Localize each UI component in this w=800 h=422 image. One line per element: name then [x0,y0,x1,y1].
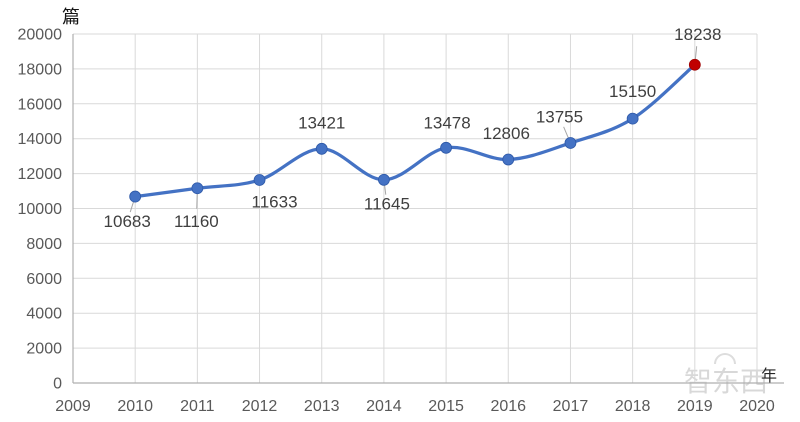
x-tick-label: 2018 [615,398,651,415]
data-point-label: 13755 [536,107,583,126]
watermark-text: 智东西 [684,366,769,397]
data-point-marker-highlight [688,58,701,71]
y-tick-label: 0 [53,376,62,393]
data-point-marker [502,153,515,166]
y-tick-label: 14000 [18,131,63,148]
data-point-label: 15150 [609,82,656,101]
x-tick-label: 2015 [428,398,464,415]
data-point-label: 10683 [104,212,151,231]
x-tick-label: 2013 [304,398,340,415]
data-point-marker [129,190,142,203]
x-tick-label: 2010 [117,398,153,415]
watermark-arc-icon [714,353,736,364]
x-tick-label: 2012 [242,398,278,415]
data-point-label: 18238 [674,25,721,44]
data-point-marker [378,173,390,186]
data-point-label: 13478 [423,113,470,132]
x-axis-unit-label: 年 [761,368,778,385]
x-tick-label: 2017 [553,398,589,415]
data-point-label: 12806 [483,124,530,143]
data-point-marker [315,142,328,155]
y-tick-label: 4000 [26,306,62,323]
data-point-label: 13421 [298,113,345,132]
y-axis-unit-label: 篇 [62,7,80,27]
x-tick-label: 2019 [677,398,713,415]
data-point-label: 11633 [252,193,298,212]
data-point-label: 11160 [174,212,219,231]
y-tick-label: 2000 [26,341,62,358]
x-tick-label: 2020 [739,398,775,415]
data-point-marker [440,141,452,154]
data-point-marker [191,182,204,195]
x-tick-label: 2009 [55,398,91,415]
data-point-marker [253,174,266,186]
x-tick-label: 2011 [180,398,215,415]
series-line [133,63,697,199]
y-tick-label: 8000 [26,236,62,253]
x-tick-label: 2014 [366,398,402,415]
y-tick-label: 20000 [18,27,63,44]
data-point-marker [626,112,639,125]
data-point-marker [564,137,577,149]
y-tick-label: 6000 [26,271,62,288]
y-tick-label: 18000 [18,61,63,78]
y-tick-label: 12000 [18,166,63,183]
y-tick-label: 16000 [18,96,63,113]
watermark-logo: 智东西 [684,353,769,400]
y-tick-label: 10000 [18,201,63,218]
x-tick-label: 2016 [490,398,526,415]
data-point-label: 11645 [364,194,410,213]
